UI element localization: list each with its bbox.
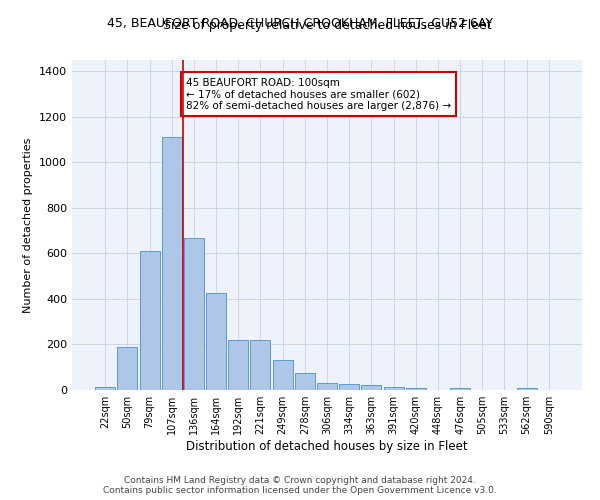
Bar <box>339 384 359 390</box>
Bar <box>361 386 382 390</box>
Bar <box>162 138 182 390</box>
Bar <box>95 386 115 390</box>
Bar <box>317 383 337 390</box>
Title: Size of property relative to detached houses in Fleet: Size of property relative to detached ho… <box>163 20 491 32</box>
Bar <box>228 340 248 390</box>
Bar <box>383 386 404 390</box>
Bar <box>118 347 137 390</box>
Bar <box>184 238 204 390</box>
Bar <box>250 340 271 390</box>
Bar <box>450 388 470 390</box>
X-axis label: Distribution of detached houses by size in Fleet: Distribution of detached houses by size … <box>186 440 468 453</box>
Bar <box>140 251 160 390</box>
Bar <box>517 388 536 390</box>
Y-axis label: Number of detached properties: Number of detached properties <box>23 138 34 312</box>
Text: Contains HM Land Registry data © Crown copyright and database right 2024.
Contai: Contains HM Land Registry data © Crown c… <box>103 476 497 495</box>
Text: 45 BEAUFORT ROAD: 100sqm
← 17% of detached houses are smaller (602)
82% of semi-: 45 BEAUFORT ROAD: 100sqm ← 17% of detach… <box>186 78 451 110</box>
Bar <box>206 294 226 390</box>
Bar <box>406 388 426 390</box>
Bar <box>295 373 315 390</box>
Text: 45, BEAUFORT ROAD, CHURCH CROOKHAM, FLEET, GU52 6AY: 45, BEAUFORT ROAD, CHURCH CROOKHAM, FLEE… <box>107 18 493 30</box>
Bar <box>272 360 293 390</box>
